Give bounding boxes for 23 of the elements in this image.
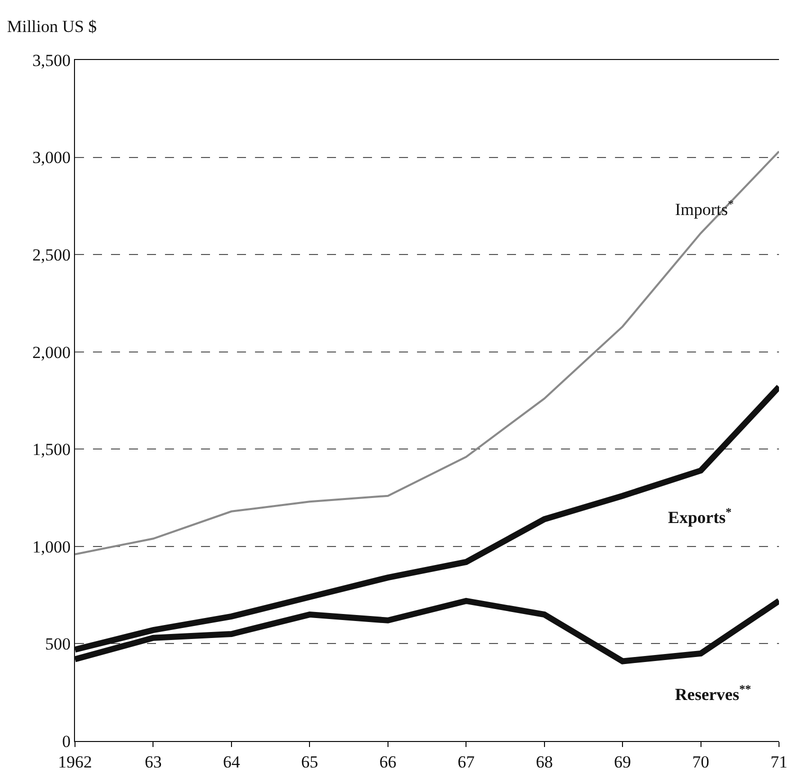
- y-tick-label: 2,500: [32, 246, 71, 265]
- x-tick-label: 63: [144, 752, 162, 772]
- x-tick-label: 70: [692, 752, 710, 772]
- x-tick-label: 67: [458, 752, 476, 772]
- x-tick-label: 66: [379, 752, 396, 772]
- y-tick-label: 2,000: [32, 342, 71, 362]
- x-tick-label: 1962: [58, 752, 92, 772]
- x-tick-label: 69: [614, 752, 632, 772]
- y-tick-label: 1,000: [32, 537, 71, 556]
- y-tick-label: 500: [45, 634, 71, 654]
- x-tick-label: 65: [301, 752, 318, 772]
- y-tick-label: 0: [62, 732, 71, 751]
- y-axis-title: Million US $: [7, 17, 97, 36]
- series-label: Exports$^{*}$: [668, 505, 732, 528]
- line-series: [75, 150, 779, 556]
- y-tick-label: 1,500: [32, 440, 71, 460]
- series-label: Imports$^{*}$: [675, 197, 734, 220]
- y-tick-label: 3,500: [32, 50, 71, 70]
- x-tick-label: 68: [536, 752, 553, 772]
- x-tick-label: 71: [770, 752, 788, 772]
- x-tick-label: 64: [222, 752, 240, 772]
- y-tick-label: 3,000: [32, 148, 71, 168]
- series-label: Reserves$^{**}$: [675, 682, 752, 704]
